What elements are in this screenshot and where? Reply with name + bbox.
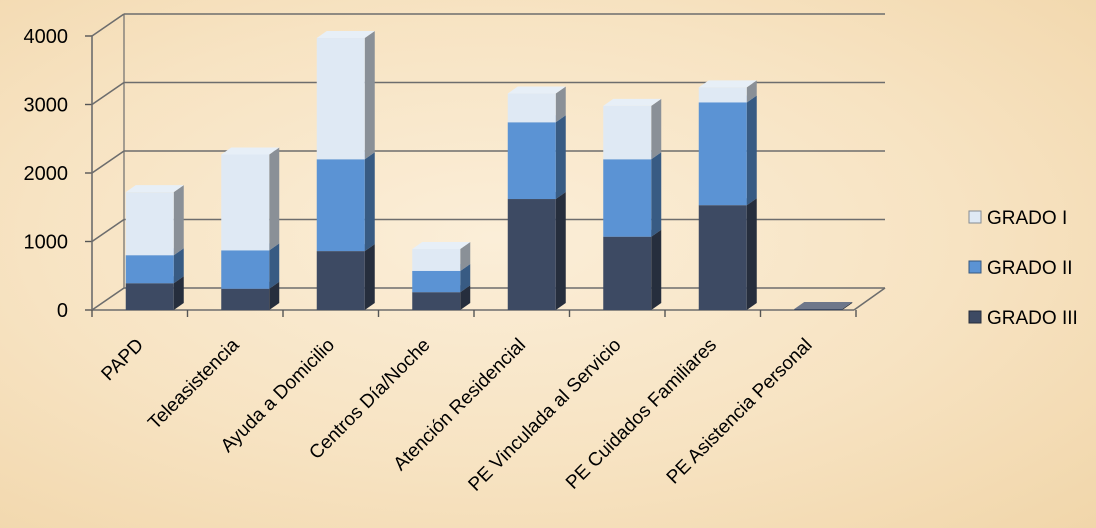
- bar-segment: [316, 31, 375, 160]
- legend-item: GRADO III: [968, 308, 1078, 329]
- gridlines: [91, 13, 885, 311]
- gridline-wall: [91, 287, 125, 311]
- y-tick-label: 3000: [24, 95, 69, 117]
- bar-segment: [603, 229, 662, 310]
- y-tick-labels: 0 1000 2000 3000 4000: [24, 26, 69, 322]
- legend-swatch: [968, 260, 982, 274]
- bar-segment: [125, 185, 184, 256]
- bar-segment: [698, 95, 757, 206]
- bar-segment: [794, 301, 853, 310]
- legend-label: GRADO II: [987, 258, 1073, 279]
- floor-edge: [853, 287, 886, 311]
- bar-segment: [507, 192, 566, 310]
- bar-segment: [507, 86, 566, 123]
- x-tick-label: Teleasistencia: [144, 334, 244, 434]
- bar-segment: [507, 115, 566, 200]
- bar-segment: [698, 198, 757, 310]
- legend: GRADO I GRADO II GRADO III: [968, 208, 1078, 329]
- bar-segment: [316, 244, 375, 310]
- gridline-wall: [91, 218, 125, 243]
- y-tick-label: 4000: [24, 26, 69, 48]
- bars: [125, 31, 853, 310]
- legend-swatch: [968, 210, 982, 224]
- bar-segment: [603, 98, 662, 160]
- legend-swatch: [968, 310, 982, 324]
- axes: [85, 14, 886, 317]
- legend-item: GRADO II: [968, 258, 1073, 279]
- y-tick-label: 0: [57, 300, 68, 322]
- legend-label: GRADO III: [987, 308, 1078, 329]
- gridline-wall: [91, 13, 125, 37]
- bar-segment: [412, 242, 471, 271]
- gridline-wall: [91, 150, 125, 174]
- x-tick-label: PAPD: [98, 335, 148, 385]
- bar-segment: [698, 80, 757, 103]
- bar-segment: [603, 152, 662, 237]
- y-tick-label: 1000: [24, 232, 69, 254]
- bar-segment: [221, 147, 280, 251]
- bar-segment: [316, 152, 375, 252]
- y-tick-label: 2000: [24, 163, 69, 185]
- legend-label: GRADO I: [987, 208, 1067, 229]
- gridline-wall: [91, 81, 125, 106]
- x-tick-label: PE Vinculada al Servicio: [465, 335, 626, 496]
- legend-item: GRADO I: [968, 208, 1067, 229]
